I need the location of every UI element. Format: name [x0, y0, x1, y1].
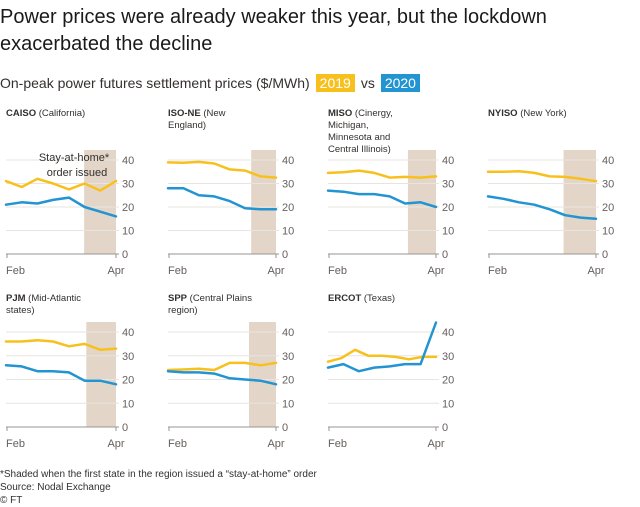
panel-miso-xlabel-start: Feb	[328, 265, 347, 277]
panel-iso-ne-line-2020	[166, 186, 278, 211]
panel-pjm-ytick-30: 30	[122, 351, 134, 363]
panel-miso-title-line-3: Minnesota and	[328, 132, 390, 143]
panel-nyiso-ytick-10: 10	[602, 226, 614, 238]
panel-spp-ytick-30: 30	[282, 351, 294, 363]
panel-iso-ne-xlabel-end: Apr	[267, 265, 284, 277]
panel-iso-ne-xlabel-start: Feb	[168, 265, 187, 277]
panel-spp-title-line-1: SPP (Central Plains	[168, 293, 252, 304]
panel-caiso-line-2019	[4, 177, 118, 192]
panel-ercot-ytick-40: 40	[442, 327, 454, 339]
panel-miso-xlabel-end: Apr	[427, 265, 444, 277]
panel-iso-ne-ytick-30: 30	[282, 179, 294, 191]
panel-miso-ytick-20: 20	[442, 202, 454, 214]
panel-spp-xlabel-end: Apr	[267, 438, 284, 450]
panel-spp-ytick-40: 40	[282, 327, 294, 339]
panel-nyiso-ytick-30: 30	[602, 179, 614, 191]
panel-miso-ytick-30: 30	[442, 179, 454, 191]
panel-ercot-title-line-1: ERCOT (Texas)	[328, 293, 395, 304]
source-note: Source: Nodal Exchange	[0, 482, 111, 493]
panel-pjm-title-line-2: states)	[6, 305, 35, 316]
panel-pjm-stay-at-home-shade	[86, 322, 116, 427]
panel-iso-ne-line-2019	[166, 160, 278, 179]
panel-ercot-ytick-0: 0	[442, 422, 448, 434]
footnote: *Shaded when the first state in the regi…	[0, 469, 317, 480]
panel-miso-ytick-40: 40	[442, 155, 454, 167]
panel-caiso-xlabel-start: Feb	[6, 265, 25, 277]
panel-nyiso-title-line-1: NYISO (New York)	[488, 108, 567, 119]
panel-iso-ne-stay-at-home-shade	[251, 150, 276, 254]
panel-ercot-line-2020	[326, 321, 438, 373]
panel-iso-ne-ytick-20: 20	[282, 202, 294, 214]
panel-pjm-ytick-40: 40	[122, 327, 134, 339]
panel-nyiso-ytick-0: 0	[602, 249, 608, 261]
panel-ercot-ytick-10: 10	[442, 398, 454, 410]
panel-miso-line-2020	[326, 189, 438, 209]
panel-pjm-title-line-1: PJM (Mid-Atlantic	[6, 293, 81, 304]
panel-pjm-ytick-20: 20	[122, 375, 134, 387]
chart-subtitle: On-peak power futures settlement prices …	[0, 73, 420, 93]
credit-note: © FT	[0, 495, 23, 506]
panel-caiso-ytick-10: 10	[122, 226, 134, 238]
panel-spp-line-2019	[166, 361, 278, 372]
panel-spp-stay-at-home-shade	[249, 322, 276, 427]
panel-ercot-ytick-30: 30	[442, 351, 454, 363]
chart-title: Power prices were already weaker this ye…	[0, 6, 547, 55]
panel-nyiso-line-2020	[486, 195, 598, 221]
legend-2019: 2019	[315, 74, 355, 92]
panel-pjm-xlabel-end: Apr	[107, 438, 124, 450]
panel-spp-line-2020	[166, 369, 278, 386]
panel-nyiso-xlabel-start: Feb	[488, 265, 507, 277]
panel-caiso-title-line-1: CAISO (California)	[6, 108, 85, 119]
panel-pjm-ytick-0: 0	[122, 422, 128, 434]
panel-iso-ne-title-line-1: ISO-NE (New	[168, 108, 226, 119]
panel-nyiso-ytick-40: 40	[602, 155, 614, 167]
panel-miso-ytick-0: 0	[442, 249, 448, 261]
subtitle-text: On-peak power futures settlement prices …	[0, 75, 310, 91]
panel-ercot-xlabel-start: Feb	[328, 438, 347, 450]
panel-caiso-ytick-0: 0	[122, 249, 128, 261]
panel-iso-ne-title-line-2: England)	[168, 120, 206, 131]
panel-pjm-ytick-10: 10	[122, 398, 134, 410]
panel-iso-ne-ytick-10: 10	[282, 226, 294, 238]
stay-at-home-annotation-line-2: order issued	[47, 167, 108, 179]
panel-miso-title-line-1: MISO (Cinergy,	[328, 108, 393, 119]
panel-iso-ne-ytick-0: 0	[282, 249, 288, 261]
panel-caiso-ytick-30: 30	[122, 179, 134, 191]
panel-nyiso-xlabel-end: Apr	[587, 265, 604, 277]
panel-ercot-xlabel-end: Apr	[427, 438, 444, 450]
panel-spp-xlabel-start: Feb	[168, 438, 187, 450]
panel-pjm-line-2020	[4, 364, 118, 386]
panel-miso-title-line-4: Central Illinois)	[328, 144, 391, 155]
panel-caiso-ytick-20: 20	[122, 202, 134, 214]
panel-ercot-line-2019	[326, 348, 438, 363]
panel-nyiso-stay-at-home-shade	[563, 150, 596, 254]
panel-pjm-line-2019	[4, 339, 118, 352]
panel-spp-ytick-10: 10	[282, 398, 294, 410]
panel-caiso-ytick-40: 40	[122, 155, 134, 167]
panel-nyiso-ytick-20: 20	[602, 202, 614, 214]
panel-caiso-stay-at-home-shade	[84, 150, 116, 254]
panel-caiso-line-2020	[4, 196, 118, 218]
panel-ercot-ytick-20: 20	[442, 375, 454, 387]
panel-caiso-xlabel-end: Apr	[107, 265, 124, 277]
panel-spp-ytick-0: 0	[282, 422, 288, 434]
panel-spp-title-line-2: region)	[168, 305, 198, 316]
panel-nyiso-line-2019	[486, 170, 598, 183]
panel-miso-ytick-10: 10	[442, 226, 454, 238]
panel-miso-title-line-2: Michigan,	[328, 120, 369, 131]
legend-2020: 2020	[380, 74, 420, 92]
panel-iso-ne-ytick-40: 40	[282, 155, 294, 167]
stay-at-home-annotation-line-1: Stay-at-home*	[39, 152, 110, 164]
legend-vs: vs	[360, 75, 375, 91]
panel-pjm-xlabel-start: Feb	[6, 438, 25, 450]
panel-miso-line-2019	[326, 169, 438, 179]
panel-spp-ytick-20: 20	[282, 375, 294, 387]
